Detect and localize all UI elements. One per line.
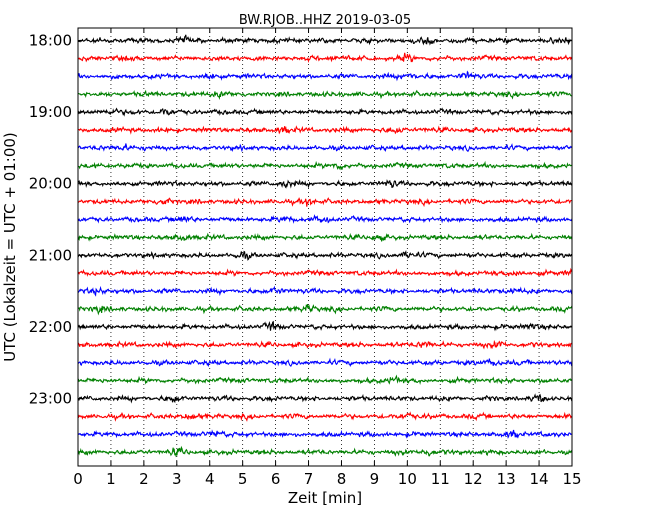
trace-2315 [77, 411, 573, 422]
y-tick-label: 20:00 [29, 175, 72, 193]
trace-1915 [77, 125, 573, 135]
x-axis-label: Zeit [min] [288, 489, 362, 507]
trace-2215 [77, 339, 573, 350]
x-tick-label: 0 [73, 470, 83, 488]
trace-1815 [77, 52, 573, 64]
x-tick-label: 9 [370, 470, 380, 488]
trace-2245 [77, 374, 573, 386]
trace-1945 [77, 160, 573, 171]
trace-2015 [77, 197, 573, 208]
x-tick-label: 1 [106, 470, 116, 488]
trace-2030 [77, 214, 573, 224]
y-tick-label: 19:00 [29, 103, 72, 121]
trace-2115 [77, 267, 573, 278]
trace-2300 [77, 393, 573, 404]
x-tick-label: 4 [205, 470, 215, 488]
y-tick-label: 22:00 [29, 318, 72, 336]
x-tick-label: 13 [497, 470, 516, 488]
trace-1800 [77, 34, 572, 46]
chart-title: BW.RJOB..HHZ 2019-03-05 [239, 13, 411, 28]
plot-frame [77, 27, 573, 467]
seismogram-traces [77, 34, 573, 458]
x-tick-label: 14 [530, 470, 549, 488]
trace-1830 [77, 70, 573, 82]
trace-2145 [77, 303, 573, 316]
trace-1845 [77, 89, 572, 101]
x-tick-label: 8 [337, 470, 347, 488]
trace-2230 [77, 357, 573, 368]
trace-2330 [77, 429, 573, 439]
x-tick-label: 3 [172, 470, 182, 488]
x-tick-label: 2 [139, 470, 149, 488]
trace-2100 [77, 249, 572, 261]
x-tick-label: 15 [562, 470, 581, 488]
y-tick-label: 23:00 [29, 390, 72, 408]
x-tick-label: 12 [464, 470, 483, 488]
y-axis-label: UTC (Lokalzeit = UTC + 01:00) [1, 132, 19, 362]
x-tick-label: 11 [431, 470, 450, 488]
x-tick-label: 10 [398, 470, 417, 488]
axis-ticks: 0 1 2 3 4 5 6 7 8 9 10 11 12 13 14 1518:0019:0020:0021:… [29, 28, 582, 488]
trace-2045 [77, 232, 573, 242]
y-tick-label: 21:00 [29, 246, 72, 264]
x-tick-label: 5 [238, 470, 248, 488]
trace-2000 [77, 179, 573, 189]
trace-2130 [77, 285, 573, 297]
x-tick-label: 7 [304, 470, 314, 488]
trace-2200 [77, 320, 573, 332]
trace-1900 [77, 107, 573, 117]
x-tick-label: 6 [271, 470, 281, 488]
y-tick-label: 18:00 [29, 32, 72, 50]
trace-1930 [77, 143, 572, 153]
trace-2345 [77, 445, 573, 458]
